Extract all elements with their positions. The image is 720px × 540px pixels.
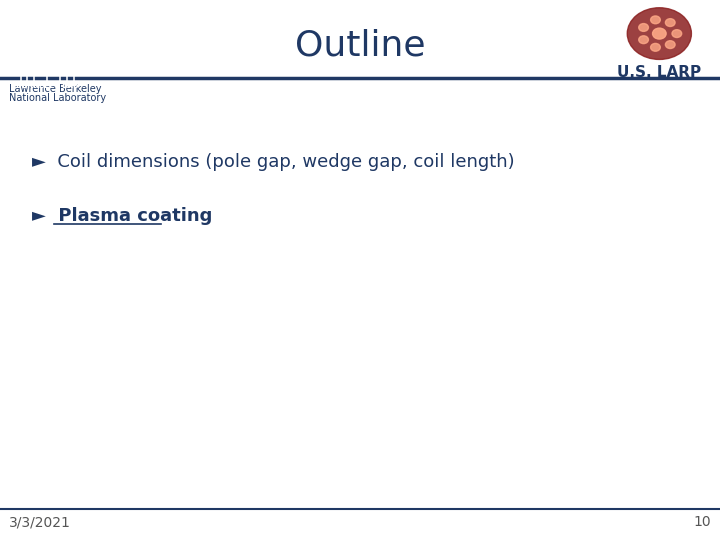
Text: U.S. LARP: U.S. LARP — [617, 65, 701, 80]
Text: National Laboratory: National Laboratory — [9, 93, 106, 103]
Circle shape — [639, 24, 649, 31]
Text: ►  Plasma coating: ► Plasma coating — [32, 207, 213, 225]
Circle shape — [665, 19, 675, 26]
Circle shape — [651, 43, 660, 51]
Text: Outline: Outline — [294, 29, 426, 63]
Text: 3/3/2021: 3/3/2021 — [9, 515, 71, 529]
Text: ►  Coil dimensions (pole gap, wedge gap, coil length): ► Coil dimensions (pole gap, wedge gap, … — [32, 153, 515, 171]
Circle shape — [672, 30, 682, 37]
Circle shape — [652, 28, 666, 39]
Text: BERKELEY LAB: BERKELEY LAB — [16, 81, 78, 90]
Circle shape — [665, 40, 675, 49]
Text: Lawrence Berkeley: Lawrence Berkeley — [9, 84, 101, 94]
Text: 10: 10 — [694, 515, 711, 529]
Circle shape — [639, 36, 649, 44]
Circle shape — [627, 8, 691, 59]
Circle shape — [651, 16, 660, 24]
